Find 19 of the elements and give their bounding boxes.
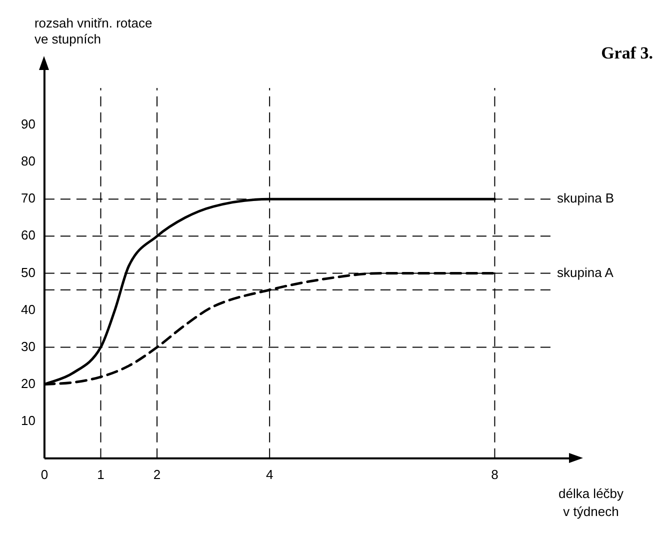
y-tick-label: 80 xyxy=(20,154,36,169)
x-tick-label: 2 xyxy=(153,466,161,482)
y-tick-label: 40 xyxy=(20,302,36,317)
text: skupina A xyxy=(557,264,614,280)
x-tick-label: 1 xyxy=(97,466,104,482)
x-axis-title: délka léčby v týdnech xyxy=(558,486,624,519)
text: Graf 3. xyxy=(601,43,653,62)
y-tick-label: 10 xyxy=(20,412,36,428)
y-tick-label: 70 xyxy=(20,190,36,206)
x-tick-label: 8 xyxy=(491,466,498,482)
y-tick-label: 50 xyxy=(20,264,36,280)
text: skupina B xyxy=(557,190,614,206)
y-tick-label: 60 xyxy=(20,228,36,243)
y-axis-title: rozsah vnitřn. rotace ve stupních xyxy=(34,16,152,47)
y-tick-label: 30 xyxy=(20,338,36,354)
x-tick-label: 0 xyxy=(40,466,48,482)
y-tick-label: 90 xyxy=(20,116,36,132)
x-tick-label: 4 xyxy=(266,466,274,482)
y-tick-label: 20 xyxy=(20,376,36,391)
